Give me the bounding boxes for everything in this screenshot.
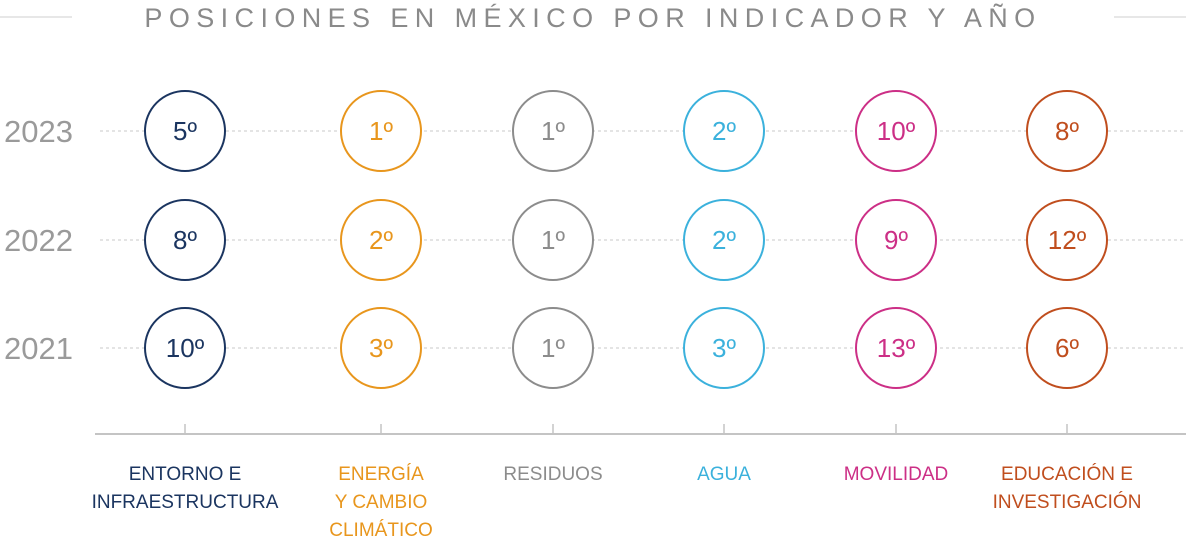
rank-value-2022-4: 9º <box>884 225 908 255</box>
rank-value-2021-2: 1º <box>541 333 565 363</box>
chart-title: POSICIONES EN MÉXICO POR INDICADOR Y AÑO <box>144 2 1041 33</box>
rank-circle-2021-0 <box>144 307 226 389</box>
category-label-0-line-0: ENTORNO E <box>129 464 242 485</box>
rank-circle-2022-2 <box>512 199 594 281</box>
row-label-2023: 2023 <box>4 114 73 149</box>
rank-circle-2021-2 <box>512 307 594 389</box>
rank-value-2023-4: 10º <box>877 116 916 146</box>
rank-circle-2023-3 <box>683 90 765 172</box>
rank-value-2022-3: 2º <box>712 225 736 255</box>
category-label-2-line-0: RESIDUOS <box>503 464 602 485</box>
rank-circle-2022-1 <box>340 199 422 281</box>
rank-circle-2022-5 <box>1026 199 1108 281</box>
rank-value-2023-3: 2º <box>712 116 736 146</box>
rank-circle-2023-2 <box>512 90 594 172</box>
category-label-3-line-0: AGUA <box>697 464 751 485</box>
rank-circle-2021-4 <box>855 307 937 389</box>
rank-circle-2023-0 <box>144 90 226 172</box>
rank-value-2022-5: 12º <box>1048 225 1087 255</box>
rank-value-2023-0: 5º <box>173 116 197 146</box>
category-label-1-line-2: CLIMÁTICO <box>329 520 432 541</box>
rank-circle-2023-5 <box>1026 90 1108 172</box>
rank-value-2023-1: 1º <box>369 116 393 146</box>
category-label-0-line-1: INFRAESTRUCTURA <box>92 492 279 513</box>
rank-value-2021-4: 13º <box>877 333 916 363</box>
rank-value-2022-1: 2º <box>369 225 393 255</box>
row-label-2021: 2021 <box>4 331 73 366</box>
rank-value-2022-2: 1º <box>541 225 565 255</box>
rank-circle-2023-1 <box>340 90 422 172</box>
rank-value-2021-1: 3º <box>369 333 393 363</box>
rank-circle-2022-4 <box>855 199 937 281</box>
rank-value-2022-0: 8º <box>173 225 197 255</box>
rank-circle-2021-5 <box>1026 307 1108 389</box>
rank-value-2021-5: 6º <box>1055 333 1079 363</box>
category-label-5-line-1: INVESTIGACIÓN <box>993 491 1142 513</box>
rank-value-2021-3: 3º <box>712 333 736 363</box>
category-label-1-line-1: Y CAMBIO <box>335 492 428 513</box>
rank-circle-2021-1 <box>340 307 422 389</box>
rank-value-2023-5: 8º <box>1055 116 1079 146</box>
category-label-4-line-0: MOVILIDAD <box>844 464 949 485</box>
rank-circle-2022-3 <box>683 199 765 281</box>
rank-circle-2023-4 <box>855 90 937 172</box>
rank-value-2021-0: 10º <box>166 333 205 363</box>
rank-circle-2021-3 <box>683 307 765 389</box>
category-label-1-line-0: ENERGÍA <box>338 464 424 485</box>
category-label-5-line-0: EDUCACIÓN E <box>1001 463 1133 485</box>
rank-circle-2022-0 <box>144 199 226 281</box>
rank-value-2023-2: 1º <box>541 116 565 146</box>
row-label-2022: 2022 <box>4 223 73 258</box>
